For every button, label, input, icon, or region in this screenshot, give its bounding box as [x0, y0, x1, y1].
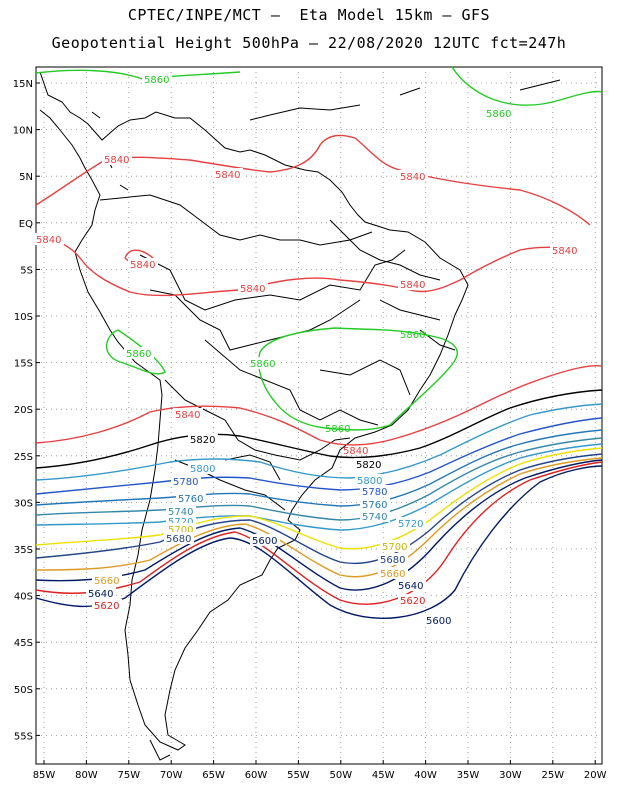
label-5780-a: 5780 [173, 477, 198, 488]
contour-5720 [35, 443, 603, 531]
label-5680-b: 5680 [380, 555, 405, 566]
contour-5700 [35, 447, 603, 550]
contour-5840-south [35, 364, 603, 446]
label-5820-a: 5820 [190, 435, 215, 446]
label-5760-a: 5760 [178, 494, 203, 505]
graticule [36, 67, 602, 764]
label-5640-a: 5640 [88, 589, 113, 600]
label-5860-b: 5860 [486, 109, 511, 120]
contour-5620 [35, 461, 603, 605]
map-title: CPTEC/INPE/MCT – Eta Model 15km – GFS [127, 6, 491, 24]
label-5840-f: 5840 [130, 260, 155, 271]
label-5700-b: 5700 [382, 542, 407, 553]
label-5680-a: 5680 [166, 534, 191, 545]
contour-5840-mid [35, 237, 581, 297]
lat-label: 15N [13, 79, 33, 90]
contour-5640 [35, 459, 603, 591]
contour-5660 [35, 457, 603, 578]
label-5860-f: 5860 [325, 424, 350, 435]
lat-label: 25S [14, 452, 33, 463]
contour-5840-north [35, 134, 591, 226]
contour-5600 [35, 465, 603, 619]
label-5800-b: 5800 [357, 476, 382, 487]
lat-label: 15S [14, 359, 33, 370]
lat-label: 10S [14, 312, 33, 323]
lon-label: 45W [372, 770, 395, 781]
contour-5680 [35, 453, 603, 565]
label-5840-d: 5840 [36, 235, 61, 246]
label-5840-h: 5840 [400, 280, 425, 291]
contour-5740 [35, 437, 603, 521]
lon-label: 70W [160, 770, 183, 781]
lon-label: 80W [75, 770, 98, 781]
lat-label: 45S [14, 638, 33, 649]
label-5860-a: 5860 [144, 75, 169, 86]
longitude-axis: 85W 80W 75W 70W 65W 60W 55W 50W 45W 40W 35W 30W 25W 2… [33, 760, 607, 781]
label-5840-a: 5840 [104, 155, 129, 166]
label-5600-b: 5600 [426, 616, 451, 627]
map-frame [35, 66, 603, 765]
label-5840-i: 5840 [175, 410, 200, 421]
label-5700-a: 5700 [168, 525, 193, 536]
map-subtitle: Geopotential Height 500hPa – 22/08/2020 … [51, 34, 567, 52]
lat-label: 5N [19, 172, 33, 183]
label-5760-b: 5760 [362, 500, 387, 511]
label-5840-j: 5840 [343, 446, 368, 457]
label-5640-b: 5640 [398, 581, 423, 592]
label-5620-a: 5620 [94, 601, 119, 612]
contour-5860-brazil [258, 327, 458, 431]
label-5740-b: 5740 [362, 512, 387, 523]
lat-label: 5S [20, 265, 33, 276]
contour-5760 [35, 429, 603, 507]
lat-label: 10N [13, 126, 33, 137]
lon-label: 75W [117, 770, 140, 781]
label-5840-g: 5840 [240, 284, 265, 295]
label-5600-a: 5600 [252, 536, 277, 547]
lat-label: 50S [14, 685, 33, 696]
label-5820-b: 5820 [356, 460, 381, 471]
label-5840-c: 5840 [400, 172, 425, 183]
lat-label: 55S [14, 731, 33, 742]
label-5740-a: 5740 [168, 507, 193, 518]
label-5860-c: 5860 [126, 349, 151, 360]
lon-label: 20W [584, 770, 607, 781]
lon-label: 50W [329, 770, 352, 781]
label-5860-e: 5860 [400, 330, 425, 341]
lon-label: 30W [499, 770, 522, 781]
contour-5780 [35, 417, 603, 495]
contour-lines [35, 66, 603, 619]
coastlines [39, 71, 561, 761]
lat-label: 35S [14, 545, 33, 556]
contour-labels: 5860 5860 5860 5860 5860 5860 5840 5840 … [34, 73, 580, 627]
lon-label: 55W [287, 770, 310, 781]
label-5620-b: 5620 [400, 596, 425, 607]
contour-5820 [35, 389, 603, 469]
lon-label: 65W [202, 770, 225, 781]
contour-5800 [35, 403, 603, 481]
label-5720-a: 5720 [168, 517, 193, 528]
latitude-axis: 15N 10N 5N EQ 5S 10S 15S 20S 25S 30S 35S 40S 45S 50S 5… [13, 79, 40, 742]
lon-label: 60W [245, 770, 268, 781]
label-5840-e: 5840 [552, 246, 577, 257]
label-5860-d: 5860 [250, 359, 275, 370]
lon-label: 25W [541, 770, 564, 781]
lat-label: 20S [14, 405, 33, 416]
label-5720-b: 5720 [398, 519, 423, 530]
label-5660-b: 5660 [380, 569, 405, 580]
label-5780-b: 5780 [362, 487, 387, 498]
label-5840-b: 5840 [215, 170, 240, 181]
lon-label: 35W [457, 770, 480, 781]
lon-label: 40W [414, 770, 437, 781]
contour-5860-north [35, 69, 241, 81]
lat-label: 30S [14, 498, 33, 509]
lat-label: EQ [19, 219, 33, 230]
lat-label: 40S [14, 592, 33, 603]
label-5660-a: 5660 [94, 576, 119, 587]
contour-5860-atlantic [451, 66, 603, 106]
lon-label: 85W [33, 770, 56, 781]
label-5800-a: 5800 [190, 464, 215, 475]
